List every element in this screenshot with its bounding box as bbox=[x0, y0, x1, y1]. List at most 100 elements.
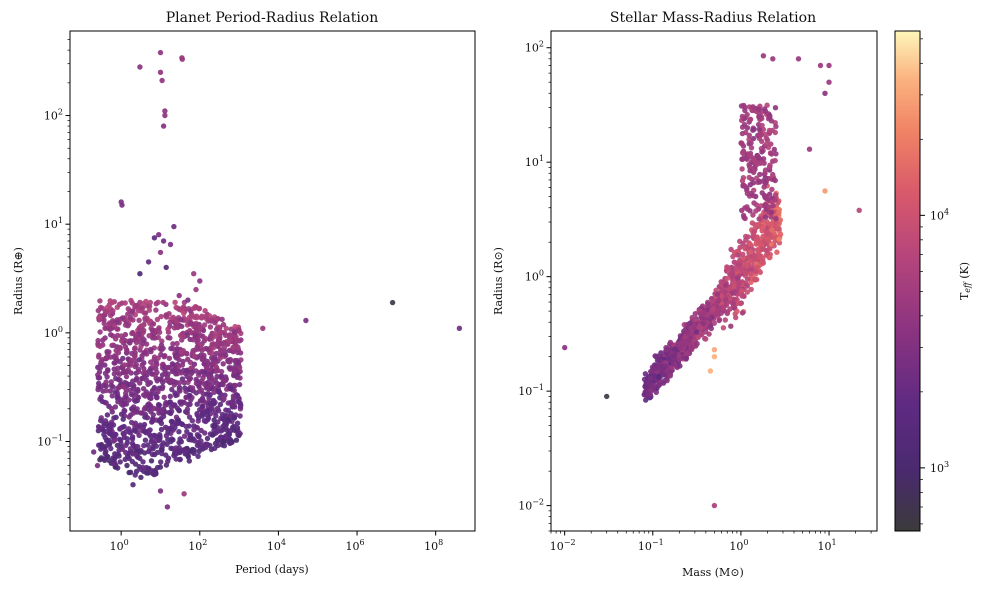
data-point bbox=[137, 380, 143, 386]
data-point bbox=[106, 457, 112, 463]
data-point bbox=[711, 347, 718, 353]
data-point bbox=[176, 449, 182, 456]
data-point bbox=[158, 459, 164, 465]
data-point bbox=[718, 310, 724, 316]
data-point bbox=[711, 354, 718, 360]
data-point bbox=[109, 300, 115, 306]
x-axis-label: Period (days) bbox=[235, 563, 308, 576]
data-point bbox=[183, 394, 189, 400]
data-point bbox=[700, 320, 706, 327]
data-point bbox=[734, 308, 740, 314]
y-tick-label: 101 bbox=[525, 154, 544, 169]
data-point bbox=[103, 383, 110, 389]
data-point bbox=[204, 316, 210, 322]
data-point bbox=[119, 336, 126, 342]
data-point bbox=[189, 321, 195, 327]
data-point bbox=[148, 438, 154, 445]
data-point bbox=[746, 174, 752, 181]
data-point bbox=[196, 415, 202, 421]
x-tick-label: 102 bbox=[188, 538, 207, 553]
data-point bbox=[222, 377, 229, 384]
data-point bbox=[160, 299, 166, 306]
data-point bbox=[127, 446, 134, 452]
data-point bbox=[209, 406, 215, 412]
data-point bbox=[236, 432, 242, 439]
data-point bbox=[222, 421, 228, 427]
data-point bbox=[147, 318, 153, 324]
data-point bbox=[750, 233, 756, 239]
data-point bbox=[162, 424, 169, 430]
data-point bbox=[711, 502, 718, 509]
data-point bbox=[130, 410, 137, 416]
data-point bbox=[759, 138, 765, 144]
data-point bbox=[132, 363, 138, 370]
data-point bbox=[738, 266, 744, 272]
data-point bbox=[111, 366, 117, 372]
data-point bbox=[660, 380, 667, 386]
data-point bbox=[738, 103, 745, 109]
data-point bbox=[765, 238, 772, 244]
data-point bbox=[709, 298, 716, 304]
data-point bbox=[132, 428, 138, 434]
data-point bbox=[144, 415, 151, 421]
data-point bbox=[159, 442, 165, 448]
data-point bbox=[772, 192, 779, 198]
data-point bbox=[129, 406, 135, 412]
data-point bbox=[236, 381, 243, 388]
data-point bbox=[208, 446, 215, 453]
data-point bbox=[130, 451, 136, 457]
data-point bbox=[153, 471, 159, 477]
data-point bbox=[202, 308, 208, 314]
data-point bbox=[141, 327, 147, 334]
data-point bbox=[806, 146, 813, 152]
data-point bbox=[139, 334, 145, 340]
data-point bbox=[174, 340, 180, 347]
data-point bbox=[230, 344, 236, 351]
data-point bbox=[822, 188, 828, 194]
data-point bbox=[202, 441, 209, 447]
data-point bbox=[184, 410, 190, 416]
data-point bbox=[763, 195, 769, 201]
data-point bbox=[156, 402, 162, 408]
data-point bbox=[689, 346, 695, 353]
data-point bbox=[138, 466, 144, 473]
data-point bbox=[180, 358, 186, 365]
data-point bbox=[163, 314, 170, 320]
data-point bbox=[220, 381, 226, 388]
data-point bbox=[127, 314, 134, 321]
data-point bbox=[773, 123, 779, 130]
data-point bbox=[755, 247, 761, 253]
data-point bbox=[762, 202, 768, 208]
data-point bbox=[740, 240, 746, 247]
data-point bbox=[200, 391, 206, 397]
data-point bbox=[179, 56, 185, 62]
data-point bbox=[217, 355, 223, 361]
x-tick-label: 104 bbox=[267, 538, 286, 553]
data-point bbox=[659, 370, 665, 376]
data-point bbox=[127, 429, 133, 435]
data-point bbox=[716, 297, 722, 304]
data-point bbox=[771, 177, 777, 183]
data-point bbox=[233, 437, 240, 443]
data-point bbox=[156, 410, 162, 416]
data-point bbox=[180, 304, 187, 310]
data-point bbox=[146, 307, 152, 313]
data-point bbox=[232, 357, 238, 364]
data-point bbox=[227, 385, 234, 392]
data-point bbox=[218, 347, 224, 354]
data-point bbox=[160, 379, 166, 385]
y-tick-label: 100 bbox=[525, 269, 544, 284]
data-point bbox=[149, 327, 156, 333]
data-point bbox=[773, 151, 779, 157]
period-radius-panel: Planet Period-Radius Relation 100 102 104 1… bbox=[12, 10, 476, 576]
data-point bbox=[225, 416, 231, 423]
data-point bbox=[768, 118, 775, 124]
data-point bbox=[671, 353, 678, 359]
data-point bbox=[170, 437, 176, 443]
data-point bbox=[740, 175, 747, 181]
data-point bbox=[98, 417, 104, 424]
data-point bbox=[759, 190, 765, 196]
data-point bbox=[166, 365, 173, 371]
data-point bbox=[96, 315, 103, 321]
data-point bbox=[112, 353, 118, 359]
